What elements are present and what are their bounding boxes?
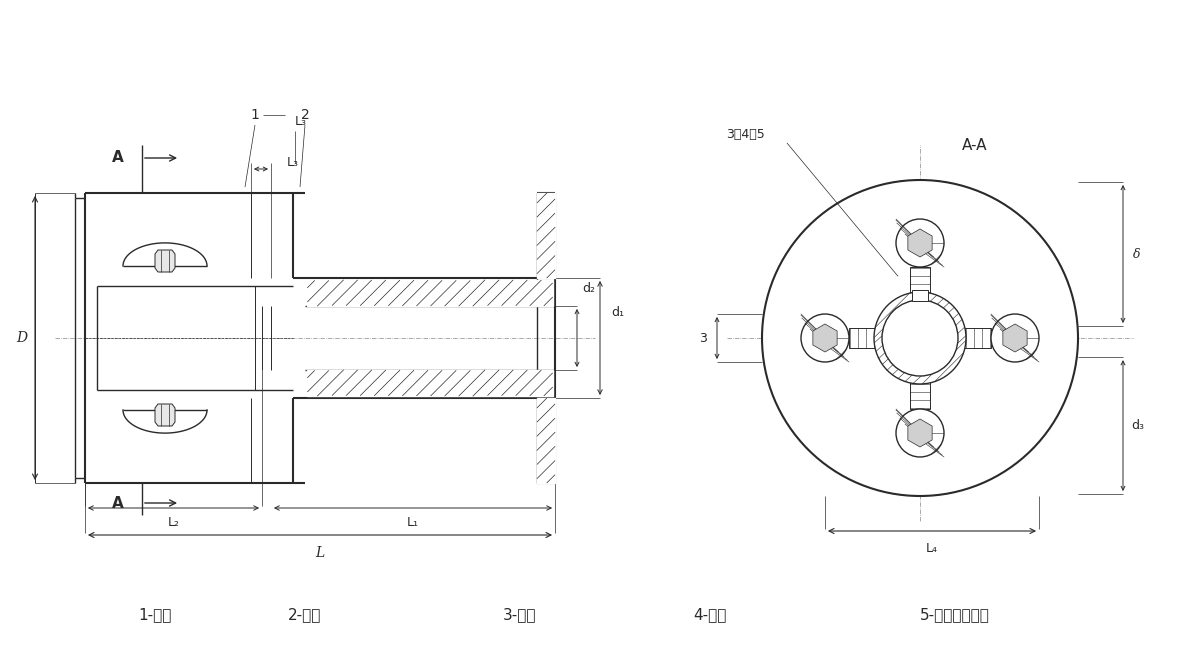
Circle shape xyxy=(910,423,930,443)
Polygon shape xyxy=(910,267,930,300)
Text: 5-外舌止动坡圈: 5-外舌止动坡圈 xyxy=(920,607,990,623)
Text: L₁: L₁ xyxy=(407,516,419,528)
Text: d₁: d₁ xyxy=(612,306,624,320)
Polygon shape xyxy=(908,419,932,447)
Circle shape xyxy=(882,300,958,376)
Circle shape xyxy=(874,292,966,384)
Polygon shape xyxy=(910,376,930,409)
Text: L₄: L₄ xyxy=(926,542,938,556)
Text: D: D xyxy=(17,331,28,345)
Text: 3: 3 xyxy=(700,332,707,345)
Text: 3、4、5: 3、4、5 xyxy=(726,129,764,141)
Polygon shape xyxy=(538,398,554,483)
Text: δ: δ xyxy=(1133,247,1141,261)
Polygon shape xyxy=(812,324,838,352)
Circle shape xyxy=(802,314,850,362)
Text: A: A xyxy=(112,495,124,511)
Text: 1-夾壳: 1-夾壳 xyxy=(138,607,172,623)
Text: L₃: L₃ xyxy=(287,156,299,170)
Circle shape xyxy=(896,409,944,457)
Text: d₂: d₂ xyxy=(582,282,595,294)
Circle shape xyxy=(1004,328,1025,348)
Circle shape xyxy=(815,328,835,348)
Text: 4-螺母: 4-螺母 xyxy=(694,607,727,623)
Circle shape xyxy=(896,219,944,267)
Text: L: L xyxy=(316,546,325,560)
Circle shape xyxy=(910,233,930,253)
Polygon shape xyxy=(912,290,928,301)
Text: 1: 1 xyxy=(251,108,259,122)
Polygon shape xyxy=(1003,324,1027,352)
Polygon shape xyxy=(538,193,554,278)
Text: d₃: d₃ xyxy=(1132,419,1145,432)
Text: A: A xyxy=(112,151,124,166)
Polygon shape xyxy=(155,250,175,272)
Text: A-A: A-A xyxy=(962,137,988,152)
Polygon shape xyxy=(908,229,932,257)
Text: 3-螺栓: 3-螺栓 xyxy=(503,607,536,623)
Polygon shape xyxy=(958,328,991,348)
Text: L₂: L₂ xyxy=(168,516,180,528)
Text: L₃: L₃ xyxy=(295,115,307,128)
Text: 2-半环: 2-半环 xyxy=(288,607,322,623)
Polygon shape xyxy=(848,328,882,348)
Polygon shape xyxy=(307,370,553,396)
Polygon shape xyxy=(307,280,553,306)
Circle shape xyxy=(762,180,1078,496)
Polygon shape xyxy=(155,404,175,426)
Text: 2: 2 xyxy=(301,108,310,122)
Circle shape xyxy=(991,314,1039,362)
